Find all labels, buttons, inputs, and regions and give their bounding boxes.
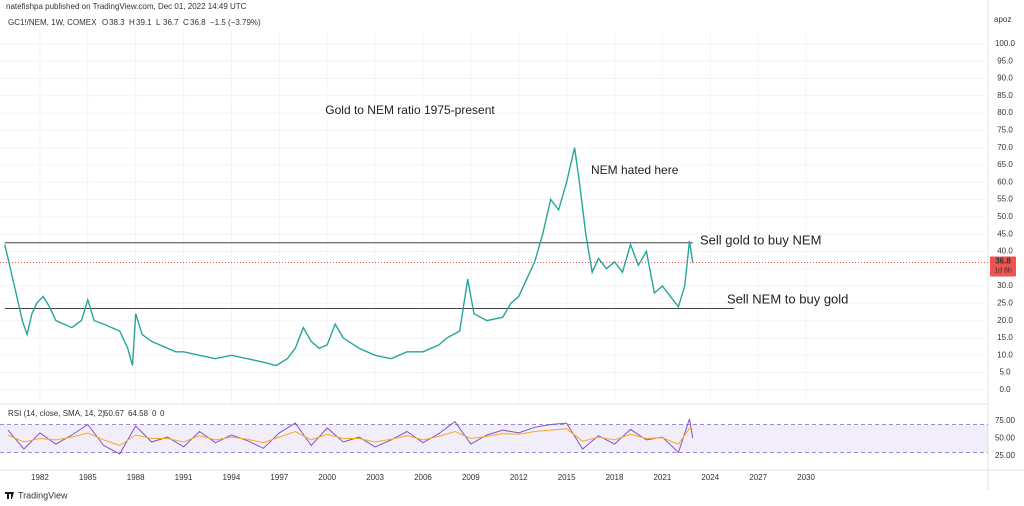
y-tick-label: 45.0 [997, 229, 1013, 238]
y-tick-label: 70.0 [997, 143, 1013, 152]
x-tick-label: 1988 [127, 473, 145, 482]
indicator-value: 0 [160, 409, 165, 418]
ohlc-label: O [102, 18, 108, 27]
ohlc-label: L [156, 18, 161, 27]
y-tick-label: 10.0 [997, 350, 1013, 359]
y-tick-label: 90.0 [997, 74, 1013, 83]
y-tick-label: 50.00 [995, 434, 1016, 443]
annotation: Sell gold to buy NEM [700, 232, 821, 247]
ohlc-label: C [183, 18, 189, 27]
y-tick-label: 55.0 [997, 195, 1013, 204]
x-tick-label: 2006 [414, 473, 432, 482]
ohlc-value: 36.7 [163, 18, 179, 27]
y-tick-label: 95.0 [997, 56, 1013, 65]
x-tick-label: 2000 [318, 473, 336, 482]
ohlc-value: 38.3 [109, 18, 125, 27]
y-tick-label: 75.00 [995, 416, 1016, 425]
y-tick-label: 5.0 [999, 368, 1011, 377]
price-tag: 36.8 [995, 257, 1011, 266]
ohlc-value: 36.8 [190, 18, 206, 27]
x-tick-label: 2027 [749, 473, 767, 482]
x-tick-label: 2012 [510, 473, 528, 482]
chart-title: Gold to NEM ratio 1975-present [325, 103, 495, 117]
series-line [7, 418, 694, 455]
x-tick-label: 2021 [653, 473, 671, 482]
x-tick-label: 2030 [797, 473, 815, 482]
y-tick-label: 0.0 [999, 385, 1011, 394]
x-tick-label: 2024 [701, 473, 719, 482]
countdown: 1d 8h [994, 267, 1012, 274]
y-tick-label: 75.0 [997, 125, 1013, 134]
y-tick-label: 60.0 [997, 177, 1013, 186]
annotation: Sell NEM to buy gold [727, 291, 848, 306]
x-tick-label: 1982 [31, 473, 49, 482]
y-tick-label: 100.0 [995, 39, 1016, 48]
ohlc-value: 39.1 [136, 18, 152, 27]
y-tick-label: 65.0 [997, 160, 1013, 169]
y-tick-label: 25.0 [997, 298, 1013, 307]
y-tick-label: 85.0 [997, 91, 1013, 100]
y-tick-label: 30.0 [997, 281, 1013, 290]
ohlc-label: H [129, 18, 135, 27]
currency: apoz [994, 15, 1011, 24]
x-tick-label: 2018 [606, 473, 624, 482]
symbol: GC1!/NEM, 1W, COMEX [8, 18, 97, 27]
x-tick-label: 1991 [175, 473, 193, 482]
brand: TradingView [18, 490, 68, 500]
y-tick-label: 50.0 [997, 212, 1013, 221]
x-tick-label: 1985 [79, 473, 97, 482]
indicator-title: RSI (14, close, SMA, 14, 2) [8, 409, 105, 418]
y-tick-label: 40.0 [997, 247, 1013, 256]
x-tick-label: 1997 [270, 473, 288, 482]
x-tick-label: 2003 [366, 473, 384, 482]
price-tag-box [990, 256, 1016, 277]
y-tick-label: 20.0 [997, 316, 1013, 325]
series-line [7, 427, 693, 447]
series-line [4, 147, 694, 367]
x-tick-label: 1994 [223, 473, 241, 482]
indicator-value: 50.67 [104, 409, 125, 418]
x-tick-label: 2009 [462, 473, 480, 482]
indicator-value: 0 [152, 409, 157, 418]
y-tick-label: 15.0 [997, 333, 1013, 342]
indicator-value: 64.58 [128, 409, 149, 418]
y-tick-label: 80.0 [997, 108, 1013, 117]
y-tick-label: 25.00 [995, 451, 1016, 460]
x-tick-label: 2015 [558, 473, 576, 482]
annotation: NEM hated here [591, 163, 679, 177]
brand-logo [5, 492, 14, 499]
change: −1.5 (−3.79%) [210, 18, 261, 27]
publisher: natefishpa published on TradingView.com,… [6, 2, 247, 11]
